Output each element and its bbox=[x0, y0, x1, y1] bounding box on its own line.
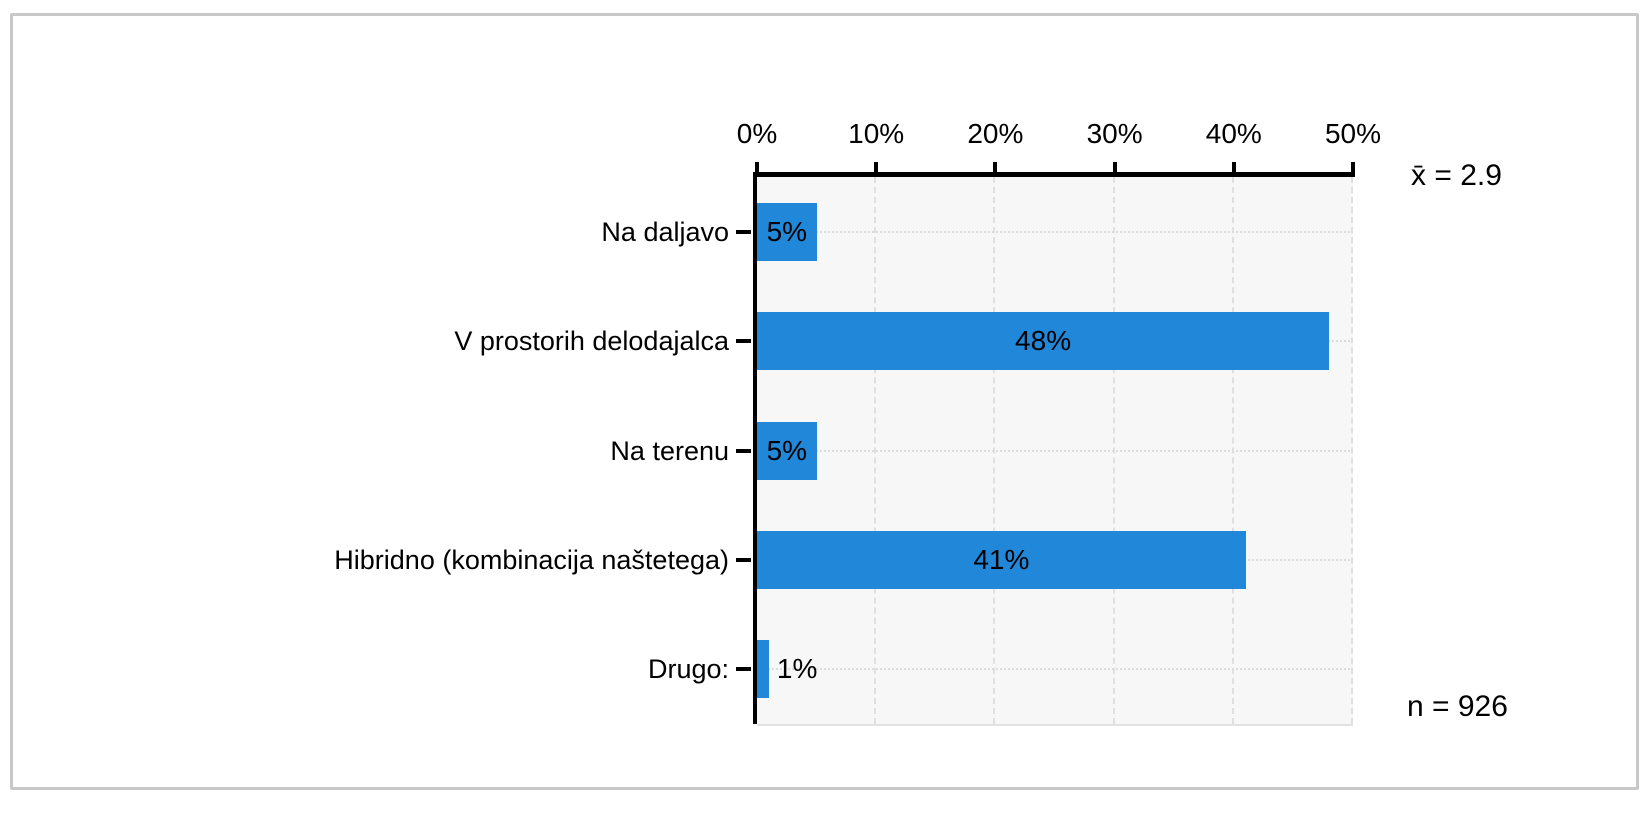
x-tick-label: 10% bbox=[821, 117, 931, 151]
bar-value-label: 5% bbox=[757, 203, 817, 261]
category-label: Na daljavo bbox=[163, 215, 729, 249]
horizontal-gridline bbox=[757, 668, 1353, 670]
category-tick-mark bbox=[736, 449, 751, 453]
x-tick-label: 0% bbox=[702, 117, 812, 151]
category-tick-mark bbox=[736, 667, 751, 671]
horizontal-gridline bbox=[757, 450, 1353, 452]
x-tick-label: 40% bbox=[1179, 117, 1289, 151]
bar bbox=[757, 640, 769, 698]
category-tick-mark bbox=[736, 339, 751, 343]
bar-value-label: 5% bbox=[757, 422, 817, 480]
bar-value-label: 41% bbox=[757, 531, 1246, 589]
x-tick-label: 20% bbox=[940, 117, 1050, 151]
x-tick-label: 50% bbox=[1298, 117, 1408, 151]
category-label: Drugo: bbox=[163, 652, 729, 686]
category-label: V prostorih delodajalca bbox=[163, 324, 729, 358]
bar-chart: 0% 10% 20% 30% 40% 50% 5% 48% 5% 41% 1% Na daljav… bbox=[13, 16, 1649, 822]
plot-area: 5% 48% 5% 41% 1% bbox=[757, 177, 1353, 726]
category-tick-mark bbox=[736, 558, 751, 562]
mean-annotation: x̄ = 2.9 bbox=[1411, 159, 1502, 193]
chart-card: 0% 10% 20% 30% 40% 50% 5% 48% 5% 41% 1% Na daljav… bbox=[10, 13, 1639, 790]
category-label: Na terenu bbox=[163, 434, 729, 468]
bar-value-label: 1% bbox=[777, 640, 817, 698]
horizontal-gridline bbox=[757, 231, 1353, 233]
category-label: Hibridno (kombinacija naštetega) bbox=[163, 543, 729, 577]
x-tick-label: 30% bbox=[1060, 117, 1170, 151]
sample-size-annotation: n = 926 bbox=[1407, 690, 1508, 724]
category-tick-mark bbox=[736, 230, 751, 234]
bar-value-label: 48% bbox=[757, 312, 1329, 370]
